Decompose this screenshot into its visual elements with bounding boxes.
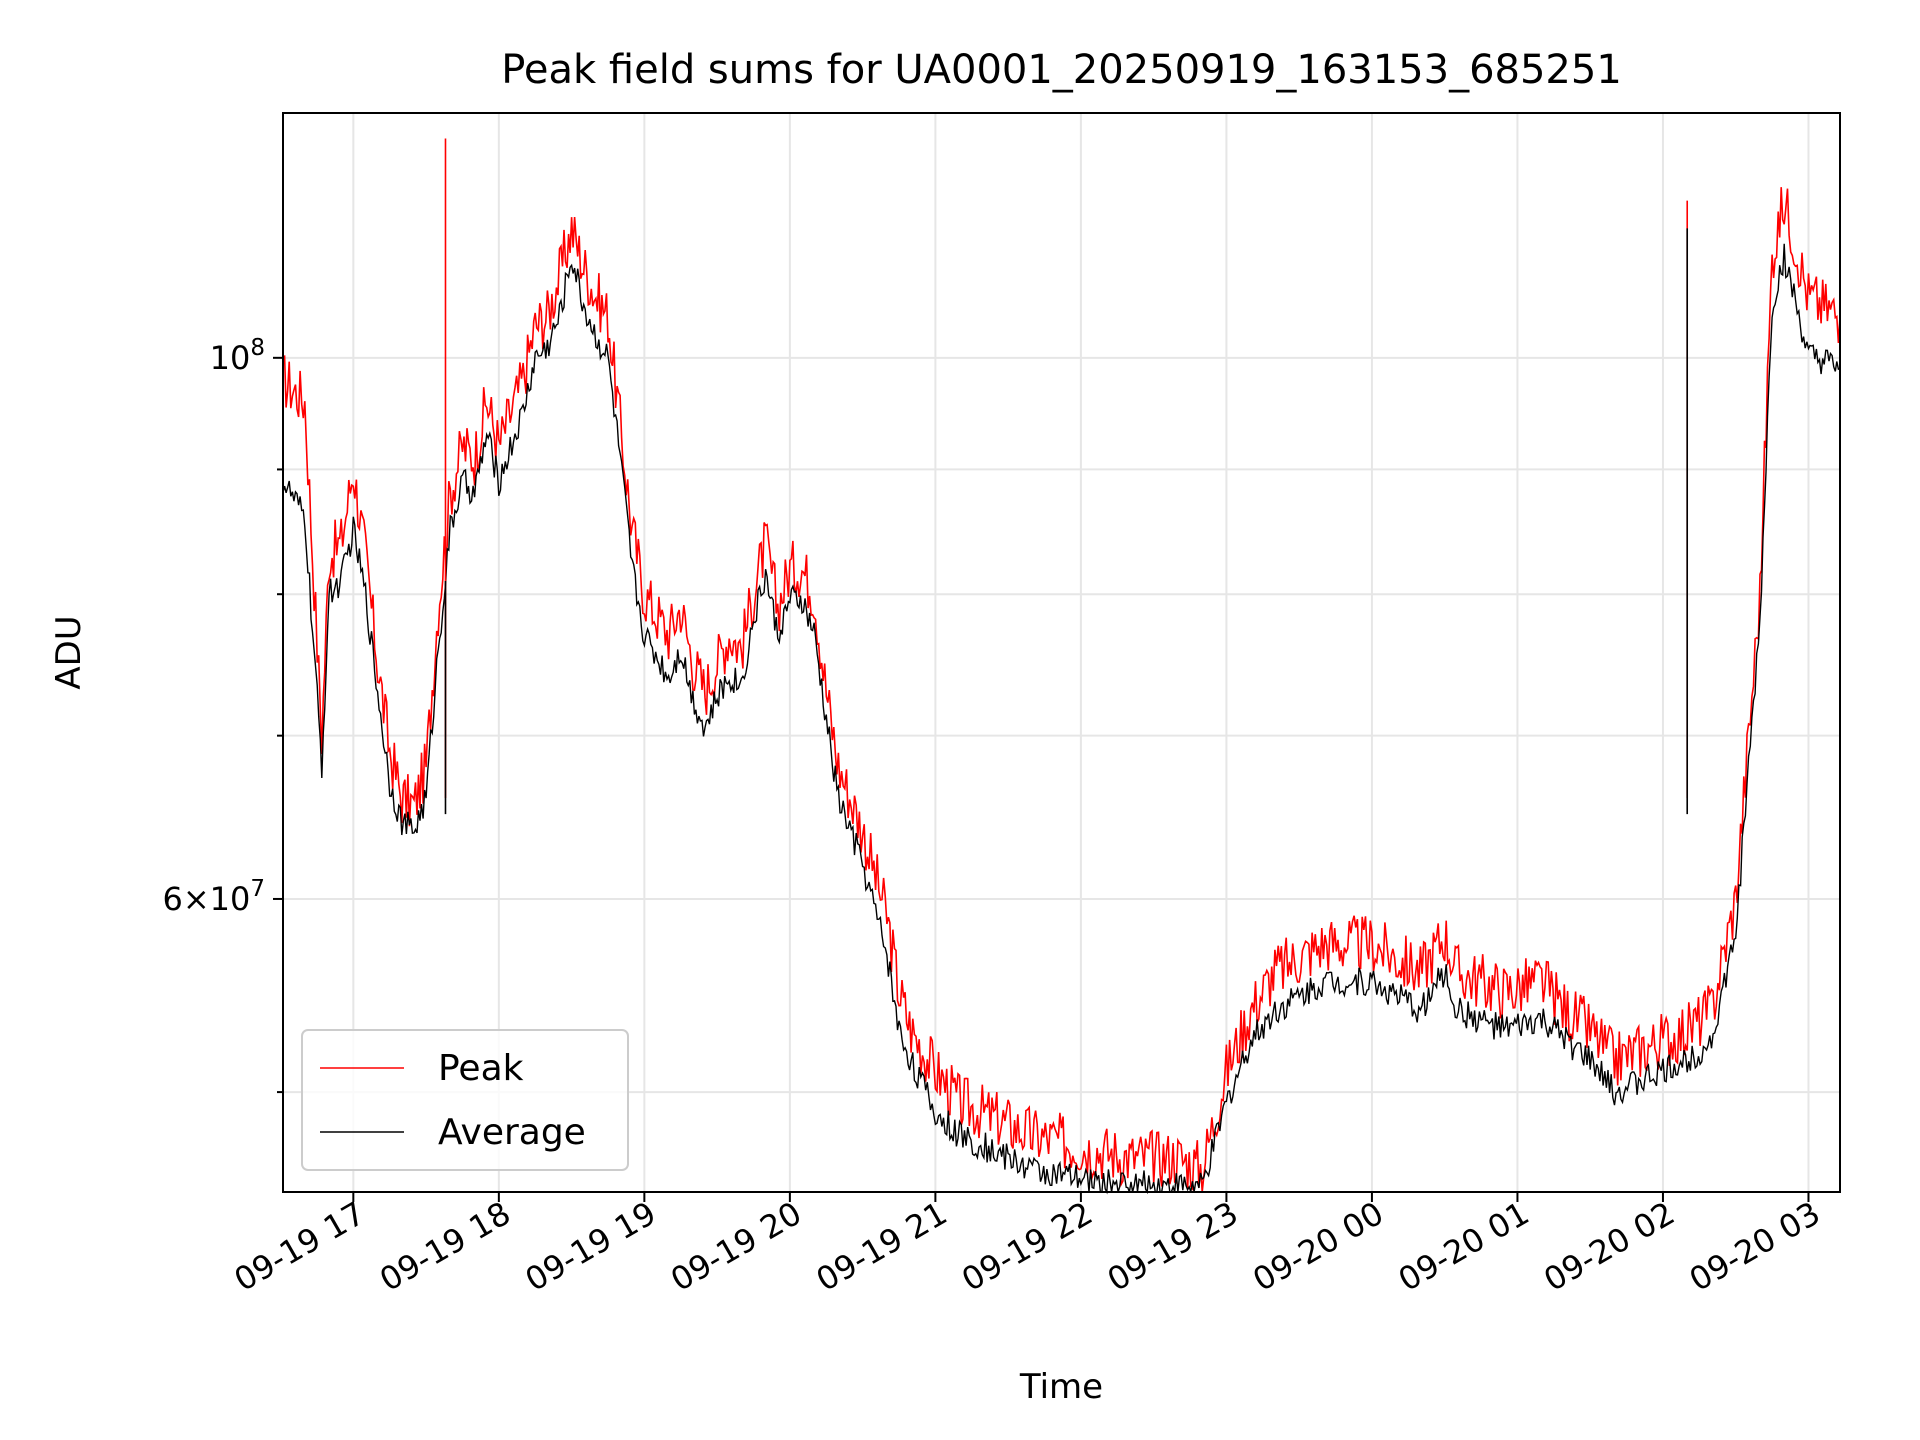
series-line-peak [282,187,1841,1193]
y-tick-label: 6×107 [162,876,265,918]
plot-lines [282,138,1841,1195]
series-line-average [282,243,1841,1195]
plot-frame [282,112,1841,1193]
x-axis-label: Time [1019,1367,1103,1407]
legend-box [301,1029,629,1171]
y-axis-label: ADU [49,615,89,689]
legend-label-peak: Peak [438,1048,524,1089]
chart-title: Peak field sums for UA0001_20250919_1631… [501,47,1622,93]
grid [283,113,1840,1192]
y-tick-label: 108 [210,335,265,377]
legend-label-average: Average [438,1112,586,1153]
legend: Peak Average [301,1029,629,1171]
